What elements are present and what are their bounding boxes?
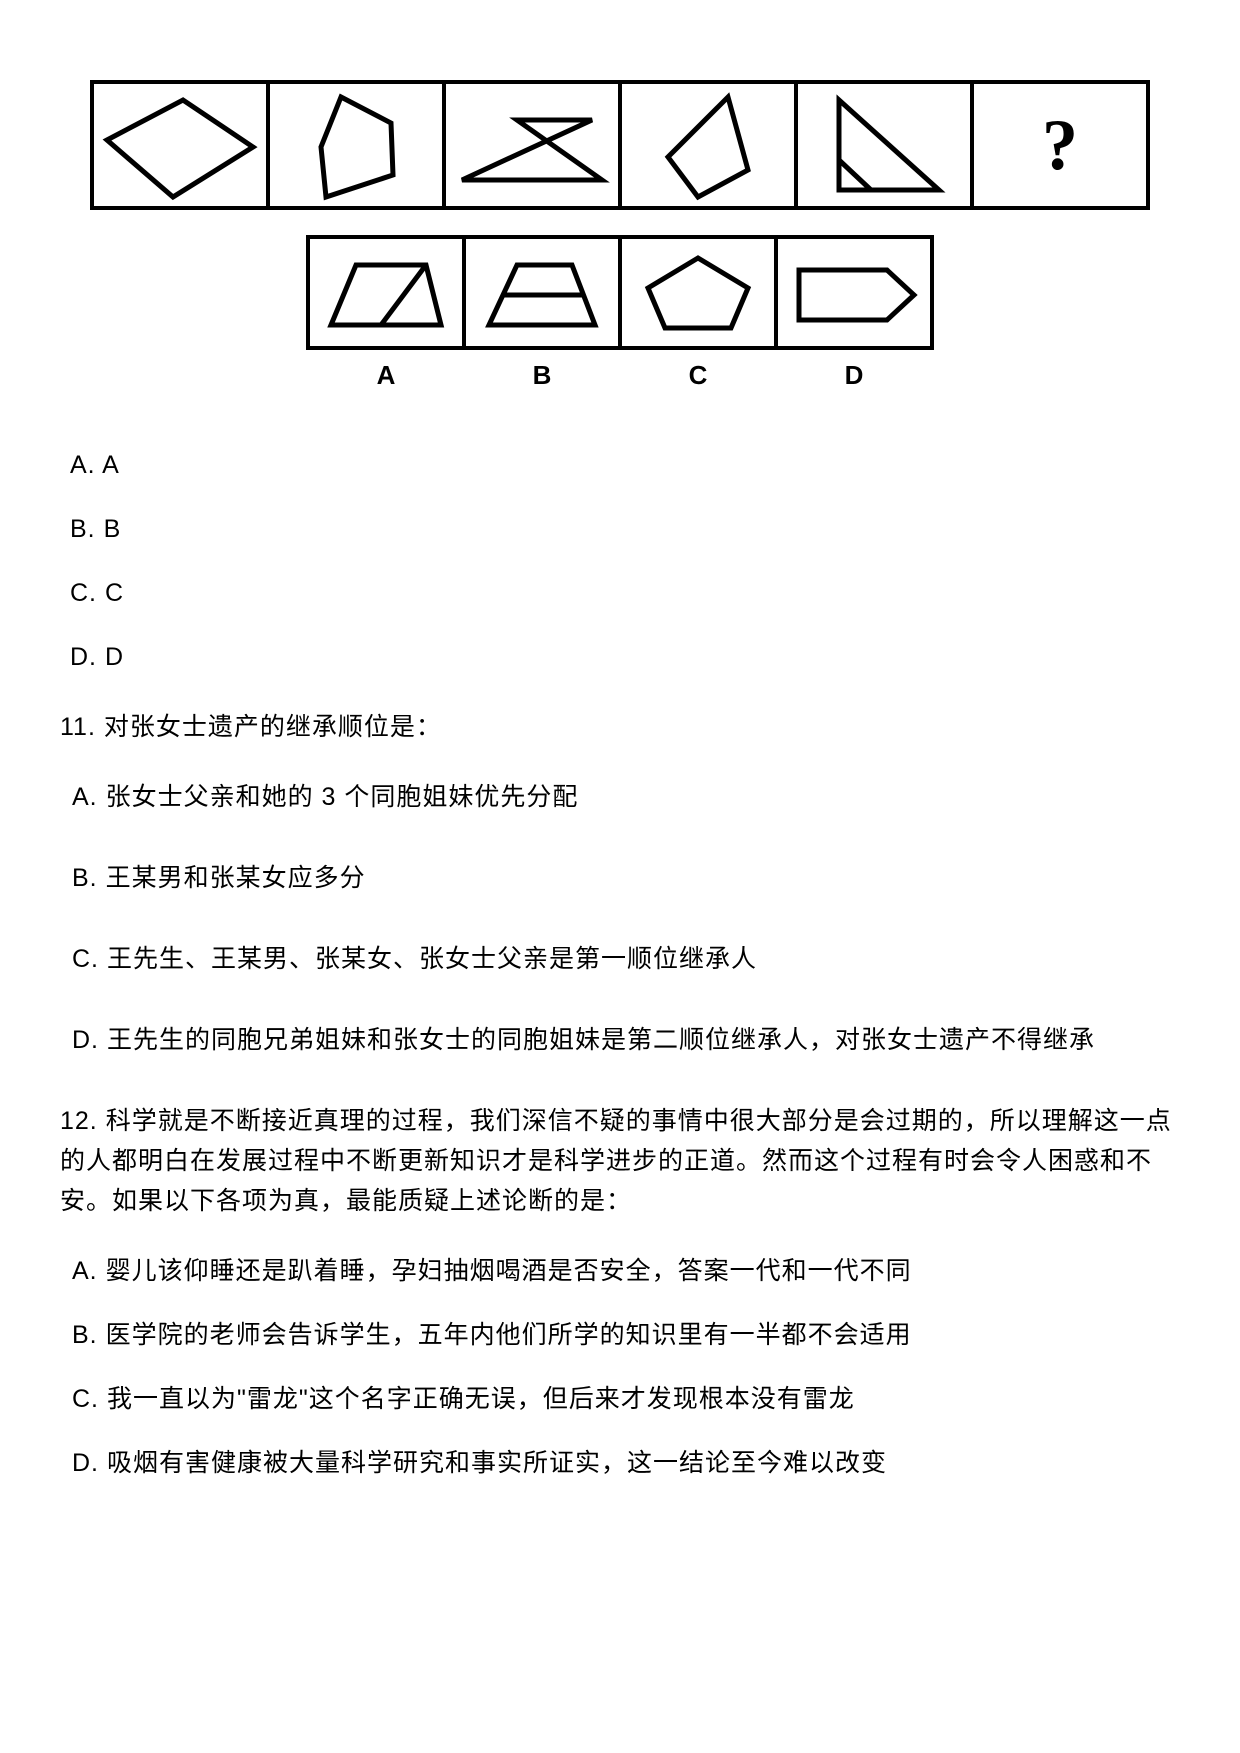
shape-4-icon	[623, 85, 793, 205]
sequence-cell-question: ?	[970, 80, 1150, 210]
answer-cell-b	[462, 235, 622, 350]
q10-option-d: D. D	[70, 643, 1180, 672]
answer-shape-a-icon	[311, 240, 461, 345]
answer-label-d: D	[845, 360, 864, 391]
q11-option-c: C. 王先生、王某男、张某女、张女士父亲是第一顺位继承人	[72, 939, 1180, 975]
q12: 12. 科学就是不断接近真理的过程，我们深信不疑的事情中很大部分是会过期的，所以…	[60, 1101, 1180, 1479]
answer-label-a: A	[377, 360, 396, 391]
answer-cell-d	[774, 235, 934, 350]
q11-option-a: A. 张女士父亲和她的 3 个同胞姐妹优先分配	[72, 777, 1180, 813]
sequence-row: ?	[60, 80, 1180, 210]
q12-option-d: D. 吸烟有害健康被大量科学研究和事实所证实，这一结论至今难以改变	[72, 1443, 1180, 1479]
sequence-cell-3	[442, 80, 622, 210]
answer-wrap-b: B	[462, 235, 622, 391]
sequence-cell-2	[266, 80, 446, 210]
answer-label-b: B	[533, 360, 552, 391]
shape-1-icon	[95, 85, 265, 205]
answer-cell-c	[618, 235, 778, 350]
q12-stem: 12. 科学就是不断接近真理的过程，我们深信不疑的事情中很大部分是会过期的，所以…	[60, 1101, 1180, 1221]
answer-wrap-a: A	[306, 235, 466, 391]
q12-option-b: B. 医学院的老师会告诉学生，五年内他们所学的知识里有一半都不会适用	[72, 1315, 1180, 1351]
answer-row: A B C	[60, 235, 1180, 391]
sequence-cell-5	[794, 80, 974, 210]
q12-option-c: C. 我一直以为"雷龙"这个名字正确无误，但后来才发现根本没有雷龙	[72, 1379, 1180, 1415]
answer-shape-b-icon	[467, 240, 617, 345]
figure-container: ? A B	[60, 80, 1180, 391]
q11: 11. 对张女士遗产的继承顺位是： A. 张女士父亲和她的 3 个同胞姐妹优先分…	[60, 707, 1180, 1056]
shape-2-icon	[271, 85, 441, 205]
q11-stem: 11. 对张女士遗产的继承顺位是：	[60, 707, 1180, 747]
q10-option-b: B. B	[70, 515, 1180, 544]
answer-wrap-c: C	[618, 235, 778, 391]
question-mark-icon: ?	[1042, 104, 1078, 187]
sequence-cell-1	[90, 80, 270, 210]
answer-shape-c-icon	[623, 240, 773, 345]
shape-5-icon	[799, 85, 969, 205]
shape-3-icon	[447, 85, 617, 205]
q10-options: A. A B. B C. C D. D	[70, 451, 1180, 672]
answer-wrap-d: D	[774, 235, 934, 391]
answer-shape-d-icon	[779, 240, 929, 345]
sequence-cell-4	[618, 80, 798, 210]
answer-cell-a	[306, 235, 466, 350]
q10-option-a: A. A	[70, 451, 1180, 480]
answer-label-c: C	[689, 360, 708, 391]
q11-option-b: B. 王某男和张某女应多分	[72, 858, 1180, 894]
q11-option-d: D. 王先生的同胞兄弟姐妹和张女士的同胞姐妹是第二顺位继承人，对张女士遗产不得继…	[72, 1020, 1180, 1056]
q10-option-c: C. C	[70, 579, 1180, 608]
q12-option-a: A. 婴儿该仰睡还是趴着睡，孕妇抽烟喝酒是否安全，答案一代和一代不同	[72, 1251, 1180, 1287]
